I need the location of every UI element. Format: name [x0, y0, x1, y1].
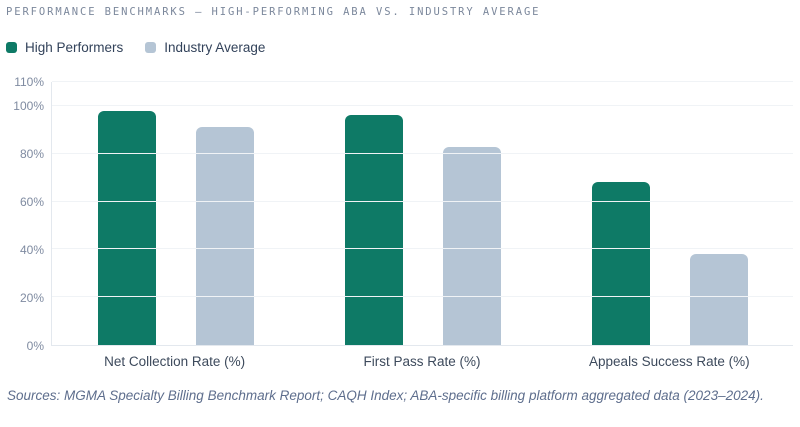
y-tick-label: 80% — [19, 147, 44, 161]
y-tick-label: 0% — [26, 339, 44, 353]
legend-label: Industry Average — [164, 40, 266, 55]
legend-item-high-performers: High Performers — [6, 40, 123, 55]
bar-group-net-collection-rate — [52, 82, 299, 345]
bar-industry-average-net-collection-rate — [195, 127, 254, 345]
sources-note: Sources: MGMA Specialty Billing Benchmar… — [7, 388, 764, 403]
bar-industry-average-appeals-success-rate — [689, 254, 748, 345]
gridline — [52, 200, 793, 202]
y-axis-tick-labels: 0% 20% 40% 60% 80% 100% 110% — [0, 75, 44, 353]
y-tick-label: 60% — [19, 195, 44, 209]
legend-swatch-icon — [145, 42, 157, 53]
bar-group-appeals-success-rate — [546, 82, 793, 345]
bar-group-first-pass-rate — [299, 82, 546, 345]
bar-industry-average-first-pass-rate — [442, 146, 501, 345]
bar-high-performers-net-collection-rate — [97, 110, 156, 345]
gridline — [52, 152, 793, 154]
plot-area — [51, 81, 793, 346]
bar-high-performers-appeals-success-rate — [591, 182, 650, 345]
gridline — [52, 248, 793, 250]
bar-chart: 0% 20% 40% 60% 80% 100% 110% Net Collection Ra… — [0, 70, 800, 372]
legend-item-industry-average: Industry Average — [145, 40, 265, 55]
legend-swatch-icon — [6, 42, 17, 53]
legend-label: High Performers — [25, 40, 124, 55]
gridline — [52, 296, 793, 298]
gridline — [52, 104, 793, 106]
bar-groups — [52, 82, 793, 345]
bar-high-performers-first-pass-rate — [344, 115, 403, 345]
x-category-label: Appeals Success Rate (%) — [589, 354, 750, 369]
y-tick-label: 110% — [14, 75, 44, 89]
y-tick-label: 20% — [19, 291, 44, 305]
x-category-label: First Pass Rate (%) — [363, 354, 481, 369]
x-category-label: Net Collection Rate (%) — [104, 354, 246, 369]
y-tick-label: 100% — [13, 99, 44, 113]
y-tick-label: 40% — [19, 243, 44, 257]
chart-title: PERFORMANCE BENCHMARKS — HIGH-PERFORMING… — [6, 6, 541, 18]
x-axis-category-labels: Net Collection Rate (%) First Pass Rate (… — [51, 354, 793, 369]
gridline — [52, 81, 793, 82]
chart-legend: High Performers Industry Average — [6, 40, 265, 55]
